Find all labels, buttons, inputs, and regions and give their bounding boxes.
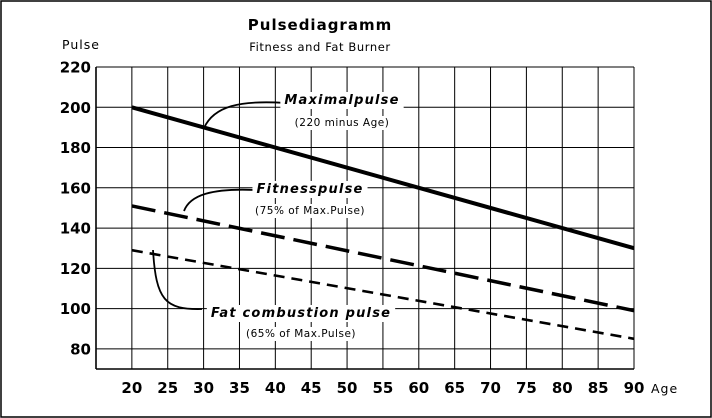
y-tick-label: 80 — [70, 340, 91, 358]
y-tick-label: 140 — [60, 220, 91, 238]
y-tick-label: 100 — [60, 300, 91, 318]
y-tick-label: 180 — [60, 139, 91, 157]
x-tick-label: 30 — [193, 379, 214, 397]
fat-combustion-pulse-line — [131, 248, 635, 341]
x-tick-label: 35 — [229, 379, 250, 397]
ticks: 20 25 30 35 40 45 50 55 60 65 70 75 80 85 90 80 100 120 14… — [60, 59, 645, 398]
x-tick-label: 85 — [588, 379, 609, 397]
annotation-background — [250, 204, 370, 218]
annotation-background — [290, 116, 394, 130]
y-tick-label: 200 — [60, 99, 91, 117]
fitnesspulse-label: Fitnesspulse — [256, 182, 363, 197]
x-tick-label: 40 — [265, 379, 286, 397]
x-tick-label: 20 — [121, 379, 142, 397]
x-tick-label: 50 — [337, 379, 358, 397]
maximalpulse-line — [131, 105, 635, 251]
x-tick-label: 60 — [408, 379, 429, 397]
y-tick-label: 220 — [60, 59, 91, 77]
y-tick-label: 160 — [60, 179, 91, 197]
y-tick-label: 120 — [60, 260, 91, 278]
x-tick-label: 80 — [552, 379, 573, 397]
chart-subtitle: Fitness and Fat Burner — [249, 40, 391, 54]
chart-title: Pulsediagramm — [248, 16, 392, 34]
fitnesspulse-line — [131, 204, 635, 313]
annotation-background — [206, 305, 396, 322]
y-axis-label: Pulse — [62, 37, 100, 52]
annotation-background — [241, 327, 361, 341]
x-tick-label: 55 — [372, 379, 393, 397]
fitnesspulse-leader — [183, 188, 257, 212]
fitnesspulse-note: (75% of Max.Pulse) — [255, 205, 365, 217]
maximalpulse-leader — [203, 101, 287, 129]
fat-combustion-pulse-leader — [152, 249, 203, 310]
x-tick-label: 65 — [444, 379, 465, 397]
x-axis-label: Age — [651, 381, 678, 396]
fat-combustion-pulse-note: (65% of Max.Pulse) — [246, 328, 356, 340]
maximalpulse-label: Maximalpulse — [284, 93, 399, 108]
x-tick-label: 45 — [301, 379, 322, 397]
annotations: Maximalpulse (220 minus Age) Fitnesspulse (… — [152, 92, 404, 341]
x-tick-label: 75 — [516, 379, 537, 397]
x-tick-label: 90 — [624, 379, 645, 397]
annotation-background — [280, 92, 404, 109]
series-layer — [131, 105, 635, 341]
x-tick-label: 25 — [157, 379, 178, 397]
fat-combustion-pulse-label: Fat combustion pulse — [211, 306, 391, 321]
x-tick-label: 70 — [480, 379, 501, 397]
maximalpulse-note: (220 minus Age) — [295, 117, 390, 129]
annotation-background — [252, 181, 368, 198]
